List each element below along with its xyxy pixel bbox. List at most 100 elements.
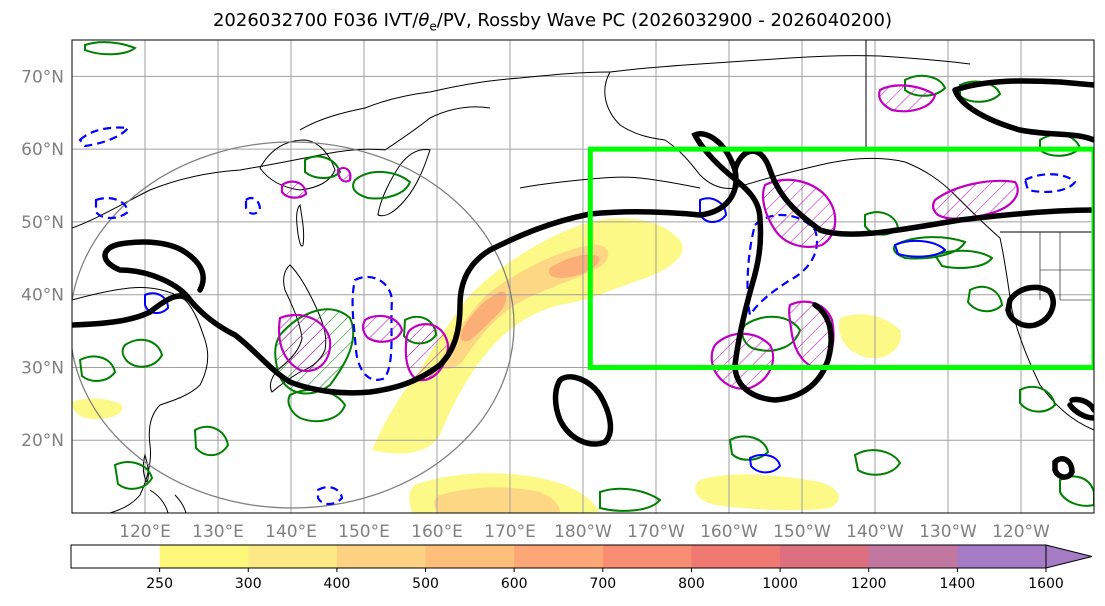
coast-alaska-west — [604, 71, 736, 189]
lon-label-240: 120°W — [992, 522, 1050, 542]
green-contour-kor — [121, 338, 164, 368]
colorbar-label-2: 400 — [324, 576, 351, 592]
lon-label-140: 140°E — [265, 522, 317, 542]
magenta-ne2 — [931, 179, 1019, 220]
blue-contour-nw — [78, 126, 131, 148]
coast-asia-north — [72, 106, 491, 229]
colorbar-segment-2 — [248, 545, 338, 568]
lon-label-130: 130°E — [192, 522, 244, 542]
title-theta-sub: e — [429, 19, 437, 34]
pv-se-edge2 — [1052, 456, 1075, 480]
lat-label-60: 60°N — [21, 140, 64, 160]
colorbar-segment-7 — [691, 545, 781, 568]
ivt-ar-core2 — [460, 291, 507, 342]
colorbar-extend-arrow — [1045, 544, 1093, 569]
region-box — [587, 146, 1094, 370]
green-contour-kuril — [352, 171, 412, 200]
colorbar-label-0: 250 — [146, 576, 173, 592]
coast-nw-america — [999, 237, 1094, 431]
blue-solid-1 — [699, 197, 728, 223]
theta-e-blue-solid — [144, 197, 947, 474]
latitude-labels: 70°N 60°N 50°N 40°N 30°N 20°N — [21, 67, 64, 451]
colorbar: 250 300 400 500 600 700 800 1000 1200 1400 1600 — [70, 544, 1093, 592]
theta-e-negative-contours — [78, 126, 1077, 506]
colorbar-segment-3 — [336, 545, 427, 568]
green-contour-south3 — [599, 487, 662, 512]
colorbar-segment-5 — [514, 545, 604, 568]
blue-contour-japan — [351, 275, 394, 381]
lat-label-20: 20°N — [21, 431, 64, 451]
coast-aleutians — [519, 176, 701, 189]
map-title: 2026032700 F036 IVT/θe/PV, Rossby Wave P… — [0, 10, 1105, 34]
pv-main-wave — [72, 131, 834, 403]
longitude-labels: 120°E 130°E 140°E 150°E 160°E 170°E 180°W 170°W… — [119, 522, 1050, 542]
colorbar-label-8: 1200 — [851, 576, 887, 592]
green-contour-e7 — [853, 449, 902, 476]
colorbar-frame — [70, 544, 1046, 569]
green-contour-east3 — [933, 249, 994, 269]
colorbar-segment-1 — [159, 545, 249, 568]
lat-label-30: 30°N — [21, 358, 64, 378]
coast-sakhalin — [296, 203, 305, 247]
ivt-ar-core3 — [549, 254, 600, 278]
lon-label-190: 170°W — [627, 522, 685, 542]
border-canada — [865, 40, 1094, 233]
ivt-ar-main — [372, 218, 683, 454]
lat-label-40: 40°N — [21, 286, 64, 306]
colorbar-segment-8 — [780, 545, 870, 568]
colorbar-label-9: 1400 — [940, 576, 976, 592]
blue-contour-ne — [1023, 173, 1077, 193]
colorbar-label-5: 700 — [589, 576, 616, 592]
green-contour-e4 — [966, 285, 1004, 313]
distance-ring — [72, 141, 515, 509]
border-states — [1039, 232, 1094, 301]
green-contour-e5 — [1019, 385, 1057, 413]
pv-cutoff-e — [1005, 284, 1056, 329]
lon-label-180: 180°W — [554, 522, 612, 542]
pv-contours — [72, 78, 1094, 480]
title-theta: θ — [418, 10, 430, 31]
colorbar-segment-4 — [425, 545, 515, 568]
blue-solid-3 — [748, 453, 782, 474]
ivt-shading — [72, 218, 901, 513]
blue-solid-4 — [144, 292, 170, 314]
lon-label-170: 170°E — [484, 522, 536, 542]
blue-contour-w — [94, 196, 130, 220]
magenta-japan — [277, 313, 332, 373]
map-panel — [72, 40, 1094, 513]
pv-cutoff-sw — [552, 374, 614, 447]
green-contour-south2 — [113, 461, 154, 490]
green-contour-e8 — [728, 435, 770, 461]
pv-far-ne — [952, 78, 1094, 143]
green-contour-east2 — [892, 236, 967, 260]
pv-nw-lobe — [102, 239, 206, 303]
lon-label-160: 160°E — [411, 522, 463, 542]
lon-label-220: 140°W — [846, 522, 904, 542]
lon-label-200: 160°W — [700, 522, 758, 542]
lat-label-50: 50°N — [21, 213, 64, 233]
colorbar-label-3: 500 — [412, 576, 439, 592]
magenta-east2 — [710, 332, 775, 390]
green-contour-nw — [84, 41, 137, 56]
colorbar-label-7: 1000 — [762, 576, 798, 592]
title-rest: /PV, Rossby Wave PC (2026032900 - 202604… — [436, 10, 892, 31]
colorbar-segment-9 — [868, 545, 958, 568]
lat-lon-grid — [72, 40, 1094, 513]
colorbar-label-4: 600 — [501, 576, 528, 592]
colorbar-segment-0 — [71, 545, 161, 568]
lon-label-210: 150°W — [773, 522, 831, 542]
coast-kamchatka — [377, 149, 431, 217]
green-contour-okhotsk — [304, 155, 342, 179]
colorbar-segment-6 — [602, 545, 692, 568]
lon-label-120: 120°E — [119, 522, 171, 542]
coast-alaska — [609, 55, 971, 73]
ivt-east1 — [839, 314, 901, 359]
green-contour-south1 — [193, 425, 230, 457]
lat-label-70: 70°N — [21, 67, 64, 87]
ivt-south-core — [434, 487, 560, 513]
title-run: 2026032700 F036 IVT/ — [212, 10, 419, 31]
colorbar-label-6: 800 — [678, 576, 705, 592]
magenta-mid1 — [361, 314, 404, 343]
blue-contour-kam — [244, 196, 262, 215]
